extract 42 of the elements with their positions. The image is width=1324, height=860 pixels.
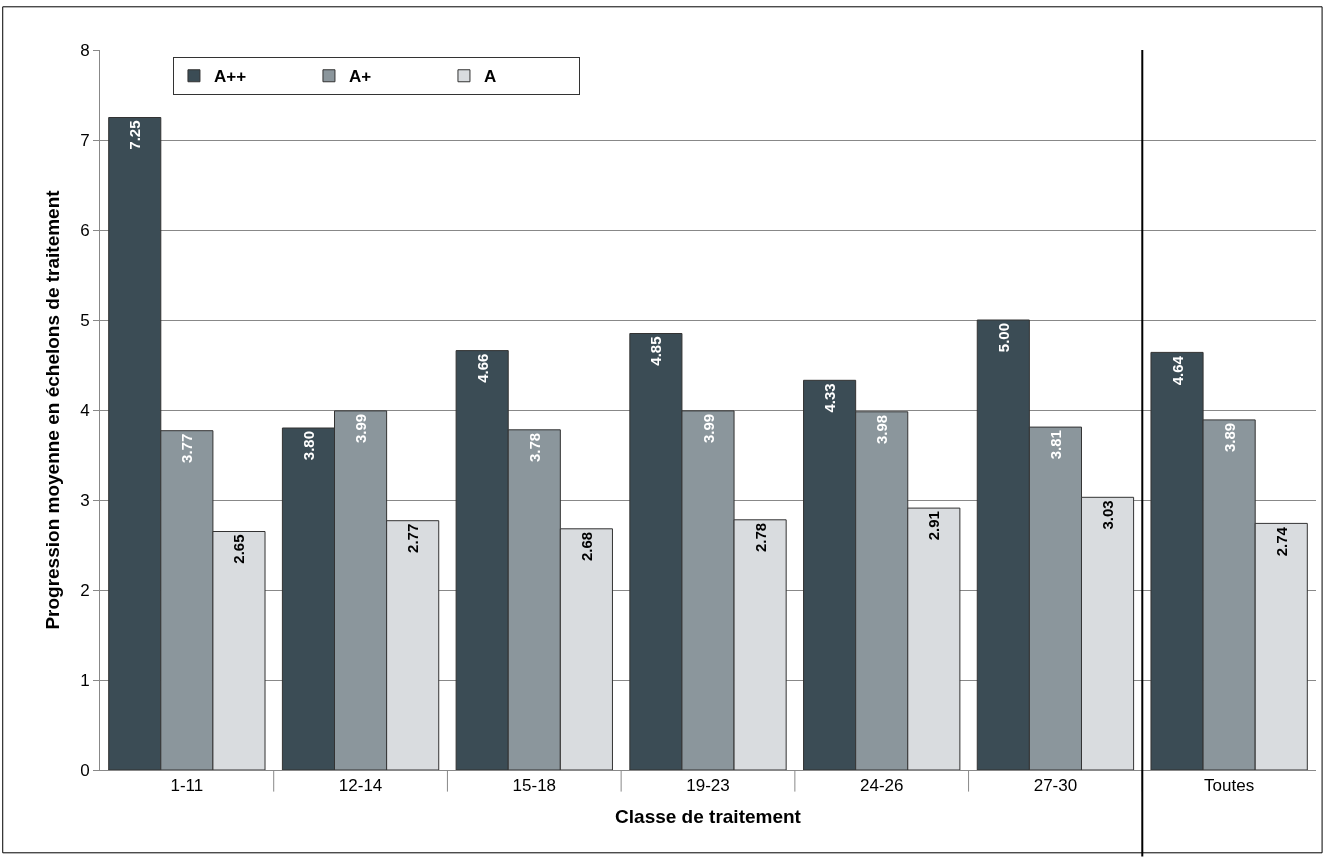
- data-label: 7.25: [126, 120, 144, 150]
- data-label: 2.91: [925, 511, 943, 541]
- y-tick-label: 3: [80, 490, 90, 510]
- data-label: 2.65: [230, 534, 248, 564]
- data-label: 3.78: [525, 432, 543, 462]
- data-label: 3.81: [1046, 430, 1064, 460]
- data-label: 3.99: [352, 413, 370, 444]
- data-label: 5.00: [994, 323, 1012, 353]
- y-tick-label: 1: [80, 670, 90, 690]
- data-label: 3.89: [1220, 422, 1238, 453]
- data-label: 2.77: [404, 523, 422, 553]
- y-axis-title: Progression moyenne en échelons de traitement: [41, 189, 63, 630]
- data-label: 3.99: [699, 413, 717, 444]
- data-label: 4.85: [647, 336, 665, 366]
- x-tick-label: 12-14: [338, 776, 383, 796]
- legend-label: A+: [348, 67, 372, 87]
- data-label: 3.80: [299, 431, 317, 461]
- x-tick-label: Toutes: [1204, 776, 1255, 796]
- x-tick-label: 1-11: [170, 776, 204, 796]
- x-tick-label: 24-26: [859, 776, 904, 796]
- y-tick-label: 0: [80, 760, 90, 780]
- data-label: 2.74: [1272, 526, 1290, 557]
- y-tick-label: 7: [80, 130, 90, 150]
- data-label: 3.98: [873, 414, 891, 444]
- legend-label: A: [483, 67, 497, 87]
- data-label: 3.77: [178, 433, 196, 463]
- data-label: 4.66: [473, 353, 491, 383]
- data-label: 4.33: [821, 383, 839, 413]
- data-label: 2.68: [577, 531, 595, 561]
- x-tick-label: 15-18: [512, 776, 557, 796]
- y-tick-label: 5: [80, 310, 90, 330]
- x-tick-label: 19-23: [686, 776, 730, 796]
- data-label: 4.64: [1168, 355, 1186, 386]
- x-tick-label: 27-30: [1033, 776, 1078, 796]
- x-axis-title: Classe de traitement: [615, 806, 802, 828]
- y-tick-label: 8: [80, 40, 90, 60]
- data-label: 2.78: [751, 522, 769, 552]
- legend-label: A++: [213, 67, 247, 87]
- y-tick-label: 2: [80, 580, 90, 600]
- y-tick-label: 6: [80, 220, 90, 240]
- y-tick-label: 4: [80, 400, 90, 420]
- data-label: 3.03: [1099, 500, 1117, 530]
